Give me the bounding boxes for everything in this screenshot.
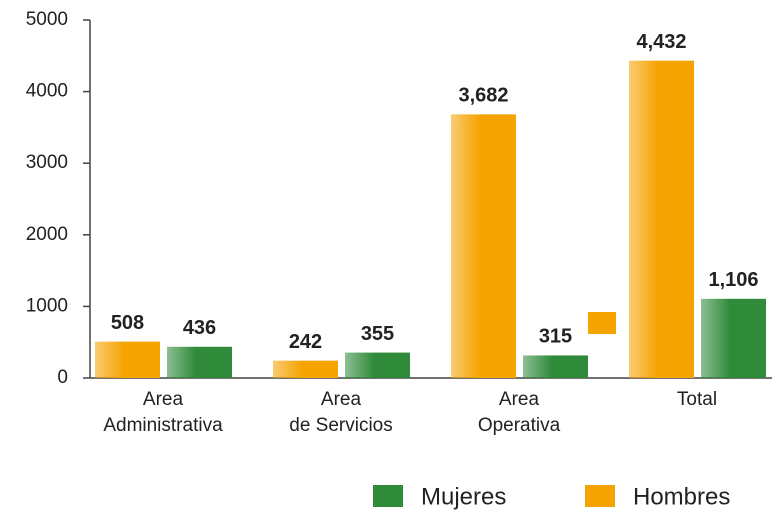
y-tick-label: 0 [57,367,68,388]
value-label: 242 [289,331,322,353]
y-tick-label: 1000 [26,295,68,316]
y-tick-label: 4000 [26,81,68,102]
bar [451,114,516,378]
value-label: 1,106 [708,269,758,291]
bar [95,341,160,378]
x-tick-label: Operativa [478,415,561,436]
value-label: 4,432 [636,31,686,53]
bar [701,298,766,378]
value-label: 355 [361,323,394,345]
x-tick-label: Area [321,389,362,410]
legend-label: Hombres [633,483,730,510]
bar [273,360,338,378]
value-label: 3,682 [458,85,508,107]
stray-swatch [588,312,616,334]
value-label: 508 [111,312,144,334]
x-tick-label: Administrativa [103,415,223,436]
x-tick-label: Total [677,389,717,410]
bar [629,60,694,379]
bar [523,355,588,378]
legend-label: Mujeres [421,483,506,510]
y-tick-label: 5000 [26,9,68,30]
legend-swatch [585,485,615,507]
bar [345,352,410,378]
bar [167,346,232,378]
x-tick-label: de Servicios [289,415,393,436]
y-tick-label: 3000 [26,152,68,173]
value-label: 315 [539,326,572,348]
x-tick-label: Area [143,389,184,410]
y-tick-label: 2000 [26,224,68,245]
x-tick-label: Area [499,389,540,410]
legend-swatch [373,485,403,507]
value-label: 436 [183,317,216,339]
